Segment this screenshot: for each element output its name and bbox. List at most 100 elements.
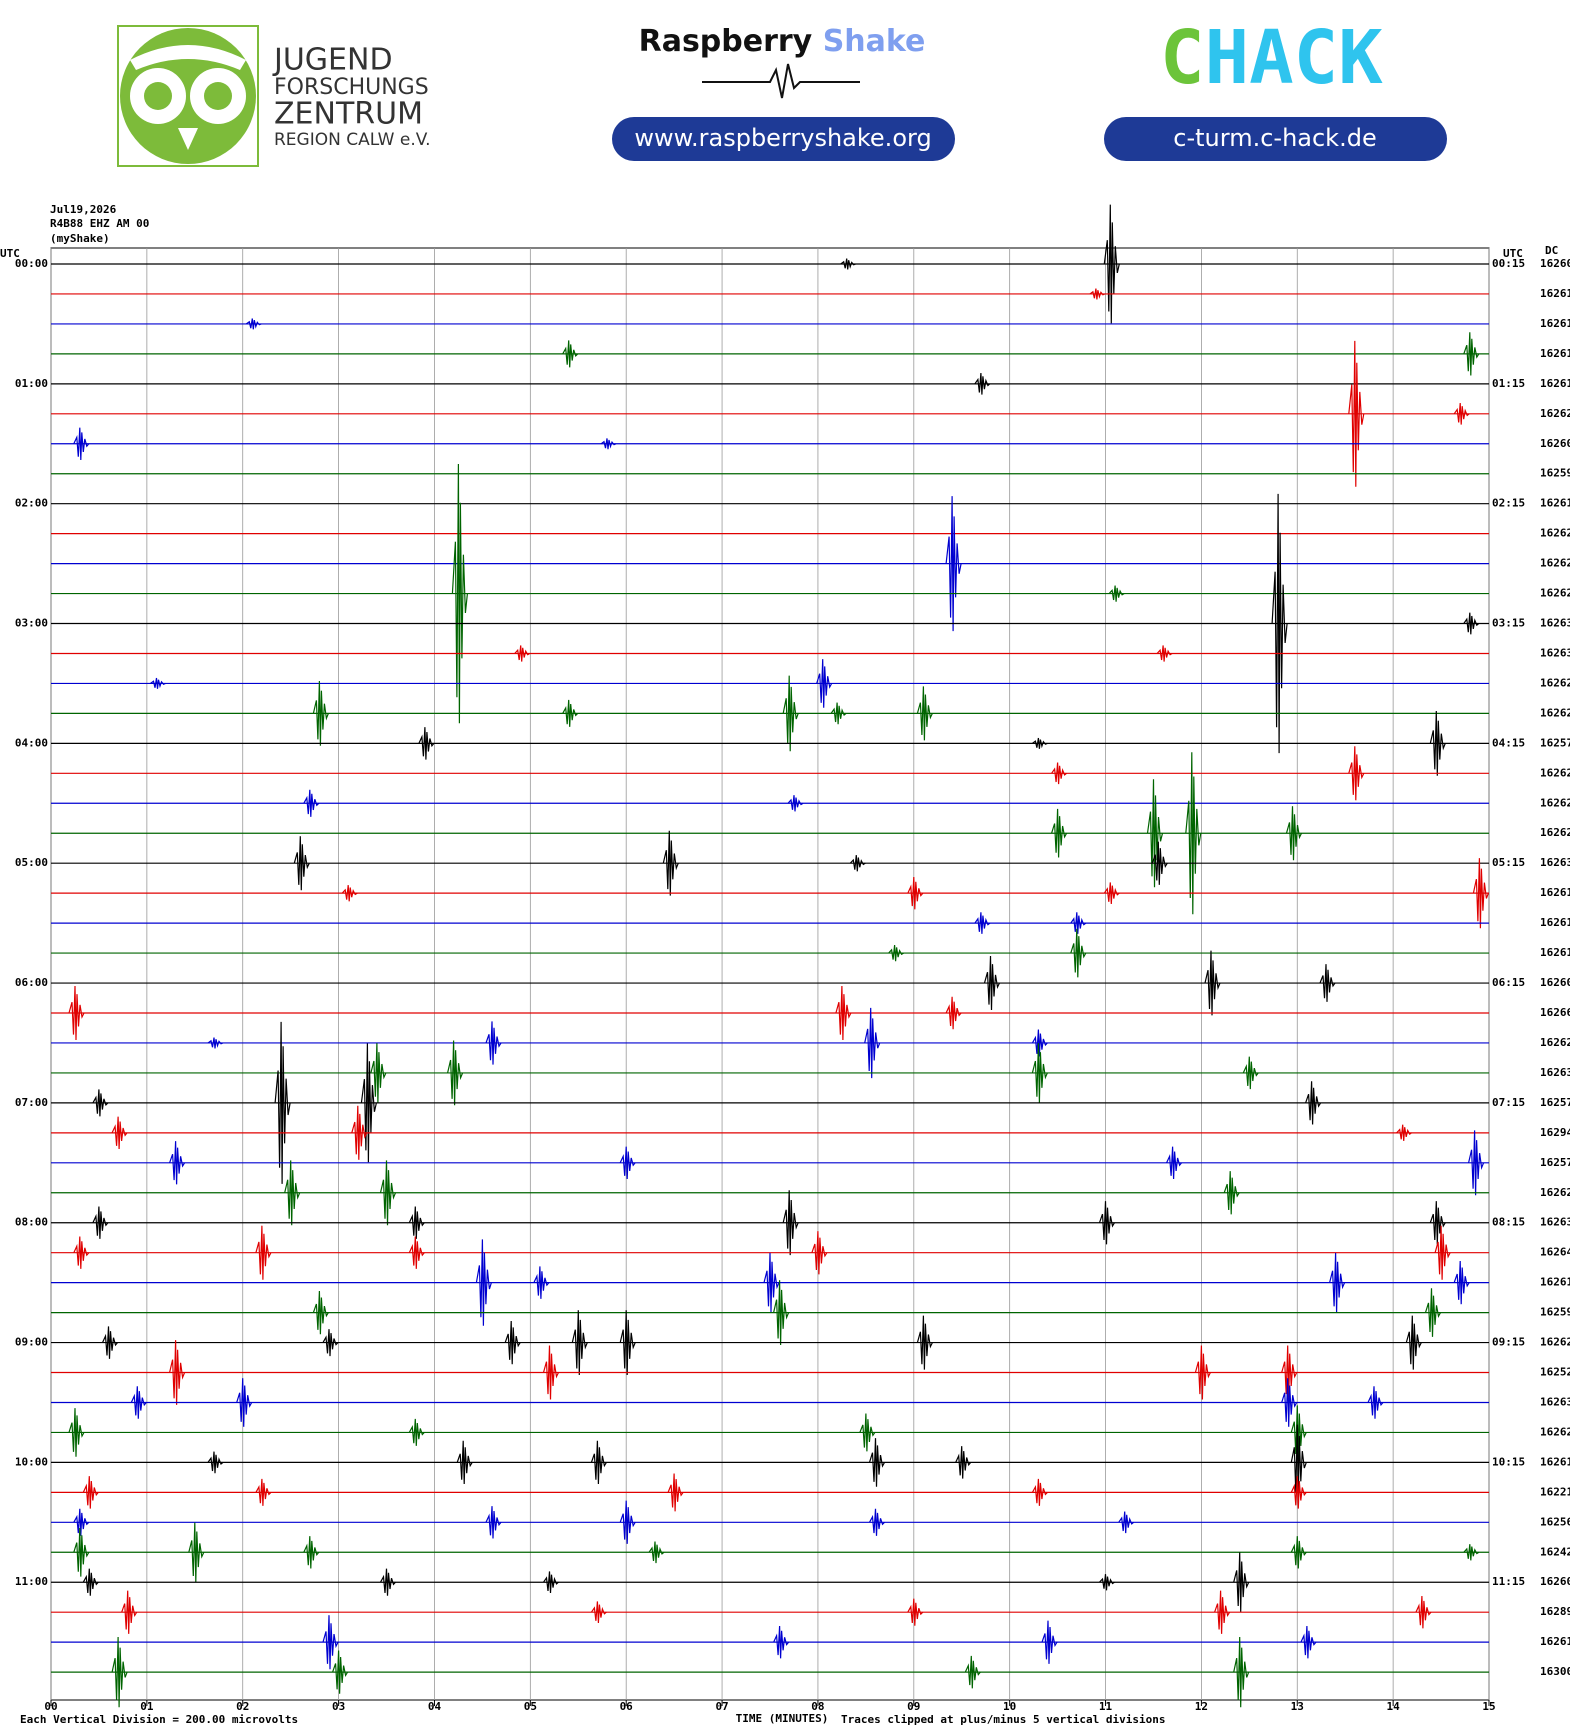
x-tick-label: 12	[1195, 1700, 1208, 1713]
x-tick-label: 13	[1291, 1700, 1304, 1713]
seismic-event	[73, 1527, 90, 1577]
seismic-event	[370, 1043, 387, 1103]
info-line: (myShake)	[50, 232, 110, 245]
seismic-event	[418, 727, 435, 760]
dc-value: 16261	[1540, 1455, 1570, 1468]
x-tick-label: 07	[715, 1700, 728, 1713]
seismic-event	[1099, 1574, 1115, 1591]
seismic-event	[562, 340, 579, 368]
seismic-event	[811, 1231, 828, 1275]
seismic-event	[888, 944, 904, 962]
seismic-event	[1300, 1625, 1317, 1659]
dc-value: 16262	[1540, 766, 1570, 779]
row-end-label: 01:15	[1492, 377, 1525, 390]
dc-value: 16263	[1540, 646, 1570, 659]
seismic-event	[188, 1522, 205, 1583]
x-tick-label: 03	[332, 1700, 345, 1713]
dc-value: 16263	[1540, 1395, 1570, 1408]
url[interactable]: www.raspberryshake.org	[634, 124, 931, 152]
dc-value: 16262	[1540, 796, 1570, 809]
dc-value: 16262	[1540, 1425, 1570, 1438]
x-tick-label: 00	[44, 1700, 57, 1713]
seismic-event	[763, 1252, 780, 1313]
seismic-event	[1290, 1424, 1307, 1501]
seismic-event	[590, 1601, 607, 1624]
dc-value: 16261	[1540, 916, 1570, 929]
dc-value: 16260	[1540, 257, 1570, 270]
seismic-event	[1429, 710, 1446, 776]
dc-value: 16257	[1540, 736, 1570, 749]
seismic-event	[82, 1476, 99, 1509]
dc-value: 16263	[1540, 617, 1570, 630]
seismic-event	[1434, 1225, 1451, 1280]
seismic-event	[619, 1310, 636, 1376]
row-end-label: 09:15	[1492, 1336, 1525, 1349]
row-time-label: 00:00	[15, 257, 48, 270]
seismic-event	[73, 427, 90, 461]
seismic-event	[130, 1386, 147, 1419]
seismic-event	[782, 1190, 799, 1256]
seismic-event	[830, 702, 847, 725]
seismic-event	[773, 1625, 790, 1659]
org-line: JUGEND	[272, 43, 393, 78]
seismic-event	[408, 1206, 425, 1239]
seismic-event	[111, 1636, 128, 1708]
seismic-event	[1031, 1043, 1048, 1103]
seismic-event	[447, 1040, 464, 1106]
seismic-event	[1151, 841, 1168, 885]
seismic-event	[1463, 332, 1480, 376]
seismic-event	[111, 1116, 128, 1150]
seismic-event	[1463, 1544, 1480, 1561]
seismic-event	[169, 1340, 186, 1405]
seismic-event	[207, 1037, 224, 1049]
org-name: JUGEND FORSCHUNGS ZENTRUM REGION CALW e.…	[272, 43, 431, 151]
seismic-event	[835, 985, 852, 1041]
seismic-event	[1463, 612, 1480, 635]
info-line: R4B88 EHZ AM 00	[50, 217, 149, 230]
dc-value: 16262	[1540, 587, 1570, 600]
dc-value: 16257	[1540, 1156, 1570, 1169]
seismic-event	[1348, 340, 1365, 487]
row-end-label: 05:15	[1492, 856, 1525, 869]
dc-value: 16261	[1540, 946, 1570, 959]
seismic-event	[1051, 808, 1068, 858]
seismic-event	[485, 1021, 502, 1065]
seismic-event	[1051, 762, 1067, 785]
seismic-event	[667, 1473, 684, 1512]
seismic-event	[303, 1536, 320, 1569]
seismic-event	[1281, 1345, 1298, 1400]
x-axis-title: TIME (MINUTES)	[736, 1712, 829, 1725]
row-time-label: 09:00	[15, 1336, 48, 1349]
row-time-label: 03:00	[15, 617, 48, 630]
url[interactable]: c-turm.c-hack.de	[1173, 124, 1376, 152]
seismic-event	[1070, 928, 1087, 978]
seismic-event	[983, 955, 1001, 1011]
seismic-event	[619, 1146, 636, 1180]
seismic-event	[974, 372, 991, 395]
owl-logo	[117, 25, 259, 167]
dc-value: 16294	[1540, 1126, 1570, 1139]
dc-value: 16261	[1540, 1635, 1570, 1648]
seismic-event	[73, 1508, 90, 1536]
seismic-event	[332, 1650, 349, 1694]
dc-value: 16262	[1540, 557, 1570, 570]
seismic-event	[1319, 964, 1336, 1002]
row-time-label: 06:00	[15, 976, 48, 989]
seismic-event	[408, 1236, 425, 1269]
x-tick-label: 14	[1387, 1700, 1401, 1713]
dc-value: 16262	[1540, 706, 1570, 719]
seismic-event	[964, 1655, 981, 1689]
dc-value: 16263	[1540, 1216, 1570, 1229]
seismic-event	[379, 1568, 396, 1596]
row-end-label: 08:15	[1492, 1216, 1525, 1229]
url-pill[interactable]	[1104, 117, 1447, 161]
dc-value: 16257	[1540, 1096, 1570, 1109]
seismic-event	[236, 1378, 253, 1427]
seismic-event	[562, 699, 579, 727]
seismic-event	[1031, 1029, 1048, 1057]
seismic-event	[955, 1446, 972, 1479]
url-pill[interactable]	[612, 117, 955, 161]
seismic-event	[1041, 1620, 1058, 1664]
x-tick-label: 02	[236, 1700, 249, 1713]
seismic-event	[590, 1440, 607, 1485]
